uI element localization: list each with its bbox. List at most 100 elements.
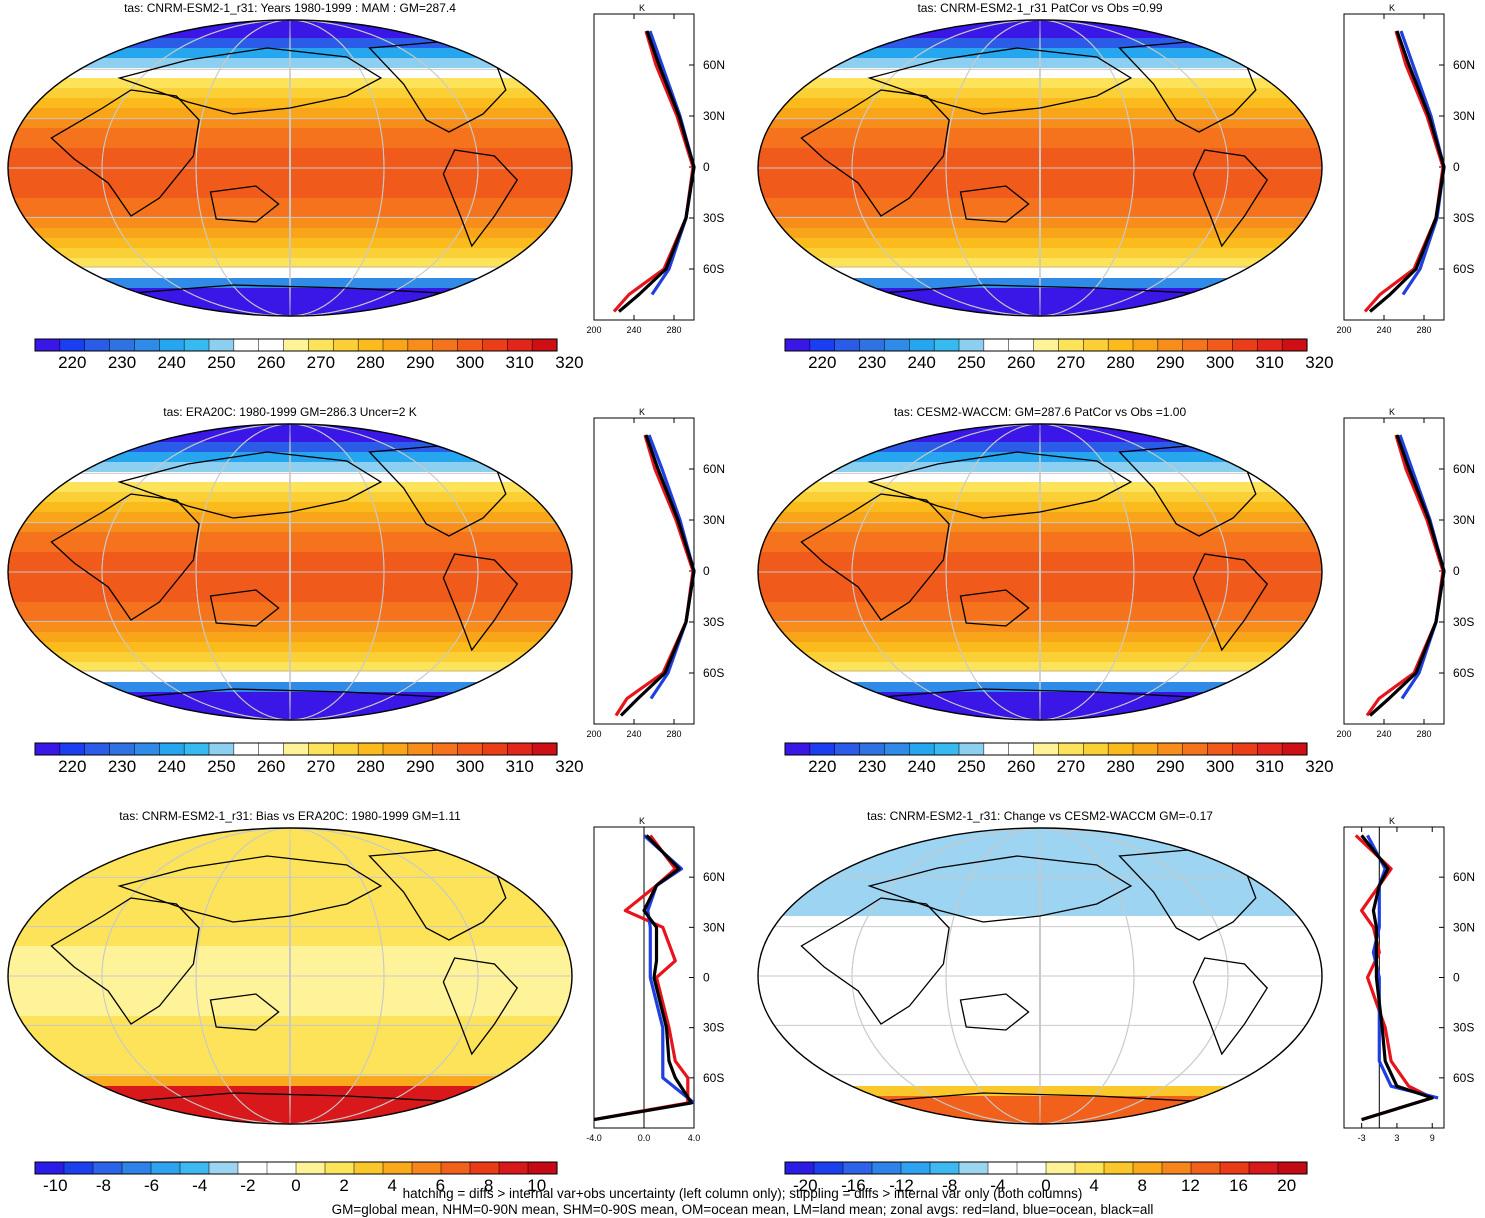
x-tick-label: 200	[1336, 325, 1351, 335]
lat-tick-label: 30S	[703, 211, 724, 225]
colorbar-swatch	[1045, 1161, 1076, 1175]
colorbar-tick-label: 280	[1106, 353, 1134, 372]
colorbar-tick-label: -12	[889, 1176, 914, 1195]
panel-title: tas: CNRM-ESM2-1_r31: Bias vs ERA20C: 19…	[119, 809, 461, 823]
colorbar-swatch	[1190, 1161, 1221, 1175]
panel-4: tas: CESM2-WACCM: GM=287.6 PatCor vs Obs…	[757, 405, 1475, 776]
lat-tick-label: 0	[1453, 160, 1460, 174]
lat-tick-label: 60N	[703, 462, 725, 476]
colorbar-tick-label: -4	[192, 1176, 207, 1195]
colorbar-swatch	[382, 1161, 413, 1175]
colorbar: -10 -8 -6 -4 -2 0 2 4 6 8 10	[34, 1161, 558, 1195]
colorbar-swatch	[983, 742, 1010, 756]
x-tick-label: 240	[1376, 729, 1391, 739]
x-tick-label: 0.0	[638, 1133, 651, 1143]
footer-note-2: GM=global mean, NHM=0-90N mean, SHM=0-90…	[331, 1202, 1154, 1217]
colorbar-swatch	[1107, 338, 1134, 352]
lat-tick-label: 60N	[1453, 462, 1475, 476]
lat-tick-label: 0	[703, 160, 710, 174]
colorbar-swatch	[507, 742, 533, 756]
panel-title: tas: CESM2-WACCM: GM=287.6 PatCor vs Obs…	[894, 405, 1187, 419]
land-zonal-line	[1365, 434, 1445, 717]
colorbar-tick-label: -8	[942, 1176, 957, 1195]
colorbar-tick-label: 280	[1106, 757, 1134, 776]
lat-tick-label: 30N	[703, 920, 725, 934]
panel-title: tas: CNRM-ESM2-1_r31 PatCor vs Obs =0.99	[917, 1, 1162, 15]
colorbar-tick-label: 250	[207, 353, 235, 372]
zonal-average-plot: K 60N 30N 0 30S 60S -4.0 0.0 4.0	[586, 816, 725, 1143]
colorbar-swatch	[1157, 742, 1184, 756]
colorbar-tick-label: 230	[858, 353, 886, 372]
colorbar-swatch	[233, 338, 260, 352]
colorbar-tick-label: 16	[1229, 1176, 1248, 1195]
x-tick-label: 200	[586, 325, 601, 335]
colorbar-swatch	[233, 742, 260, 756]
colorbar-swatch	[457, 742, 483, 756]
colorbar-swatch	[809, 338, 836, 352]
colorbar-swatch	[929, 1161, 960, 1175]
lat-tick-label: 30N	[1453, 920, 1475, 934]
continent-outline	[959, 589, 1030, 627]
all-zonal-line	[593, 834, 694, 1122]
colorbar-swatch	[531, 338, 558, 352]
colorbar-swatch	[884, 338, 910, 352]
colorbar-tick-label: -16	[841, 1176, 866, 1195]
lat-tick-label: 0	[703, 971, 710, 985]
colorbar-swatch	[432, 338, 459, 352]
colorbar-swatch	[1008, 742, 1035, 756]
zonal-frame	[593, 417, 695, 725]
colorbar-tick-label: 290	[1156, 353, 1184, 372]
zonal-average-plot: K 60N 30N 0 30S 60S 200 240 280	[586, 407, 725, 739]
zonal-unit-label: K	[639, 816, 645, 826]
colorbar-swatch	[357, 338, 384, 352]
colorbar-swatch	[179, 1161, 210, 1175]
colorbar-swatch	[909, 742, 935, 756]
zonal-unit-label: K	[639, 407, 645, 417]
colorbar-swatch	[1232, 742, 1258, 756]
x-tick-label: 9	[1430, 1133, 1435, 1143]
map-border	[757, 423, 1323, 721]
lat-tick-label: 30N	[703, 109, 725, 123]
colorbar-tick-label: 0	[291, 1176, 300, 1195]
colorbar-swatch	[834, 742, 861, 756]
colorbar-swatch	[357, 742, 384, 756]
lat-tick-label: 60S	[703, 666, 724, 680]
colorbar: 220 230 240 250 260 270 280 290 300 310 320	[34, 742, 584, 776]
colorbar-swatch	[1207, 742, 1233, 756]
colorbar-tick-label: 20	[1277, 1176, 1296, 1195]
colorbar-swatch	[527, 1161, 558, 1175]
continent-outline	[442, 957, 519, 1056]
lat-tick-label: 60S	[1453, 262, 1474, 276]
zonal-unit-label: K	[1389, 407, 1395, 417]
continent-outline	[867, 47, 1133, 115]
colorbar-swatch	[134, 338, 160, 352]
colorbar-swatch	[1207, 338, 1233, 352]
continent-outline	[50, 897, 200, 1025]
lat-tick-label: 30S	[1453, 211, 1474, 225]
colorbar-tick-label: 240	[158, 757, 186, 776]
colorbar-swatch	[258, 742, 285, 756]
colorbar-tick-label: 310	[1256, 757, 1284, 776]
colorbar-tick-label: 250	[957, 353, 985, 372]
colorbar-swatch	[958, 742, 985, 756]
x-tick-label: 280	[1416, 729, 1431, 739]
colorbar-tick-label: 270	[307, 353, 335, 372]
colorbar-swatch	[1058, 338, 1084, 352]
x-tick-label: 280	[666, 729, 681, 739]
colorbar-tick-label: 4	[1089, 1176, 1098, 1195]
colorbar-tick-label: 260	[257, 353, 285, 372]
colorbar-swatch	[1182, 742, 1209, 756]
panel-2: tas: CNRM-ESM2-1_r31 PatCor vs Obs =0.99…	[757, 1, 1475, 372]
lat-tick-label: 60S	[1453, 666, 1474, 680]
colorbar-tick-label: 280	[356, 353, 384, 372]
colorbar-swatch	[1083, 742, 1109, 756]
x-tick-label: 240	[626, 729, 641, 739]
colorbar-tick-label: 8	[484, 1176, 493, 1195]
lat-tick-label: 0	[1453, 971, 1460, 985]
colorbar-tick-label: 0	[1041, 1176, 1050, 1195]
colorbar-swatch	[1257, 338, 1283, 352]
colorbar-swatch	[958, 338, 985, 352]
colorbar-swatch	[432, 742, 459, 756]
colorbar-swatch	[1033, 338, 1059, 352]
